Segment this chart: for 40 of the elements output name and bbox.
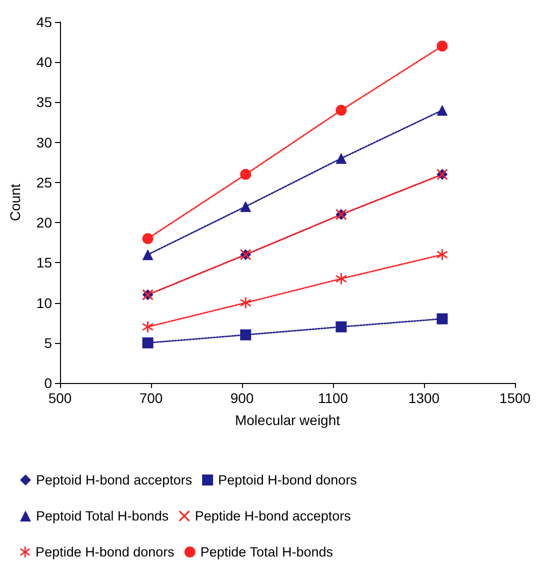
y-tick-label: 45 <box>36 14 52 30</box>
legend-label: Peptoid H-bond donors <box>218 472 358 488</box>
point <box>436 249 448 260</box>
point <box>240 168 252 180</box>
y-tick-label: 0 <box>44 375 52 391</box>
y-tick-label: 30 <box>36 134 52 150</box>
y-tick-label: 40 <box>36 54 52 70</box>
point <box>142 337 154 348</box>
x-tick-label: 500 <box>48 390 72 406</box>
x-tick-label: 1100 <box>318 390 348 406</box>
point <box>336 104 347 116</box>
x-tick-label: 900 <box>230 390 254 406</box>
x-axis-title: Molecular weight <box>234 412 340 428</box>
point <box>142 321 154 332</box>
y-tick-label: 35 <box>36 94 52 110</box>
legend-label: Peptide H-bond acceptors <box>194 508 352 524</box>
y-tick-label: 25 <box>36 174 52 190</box>
y-axis-title: Count <box>7 184 23 222</box>
legend-label: Peptide Total H-bonds <box>200 544 334 560</box>
legend-label: Peptoid Total H-bonds <box>36 508 169 524</box>
point <box>142 249 154 260</box>
x-tick-label: 700 <box>139 390 163 406</box>
y-tick-label: 20 <box>36 214 52 231</box>
point <box>240 201 252 212</box>
x-tick-label: 1300 <box>408 390 440 406</box>
point <box>142 233 154 244</box>
y-tick-label: 5 <box>44 334 52 351</box>
point <box>240 297 252 308</box>
point <box>240 329 252 340</box>
point <box>336 273 347 284</box>
legend-label: Peptide H-bond donors <box>36 544 175 560</box>
x-tick-label: 1500 <box>499 390 531 406</box>
legend-label: Peptoid H-bond acceptors <box>36 472 192 488</box>
y-tick-label: 15 <box>36 254 52 271</box>
point <box>436 313 448 324</box>
y-tick-label: 10 <box>36 294 52 311</box>
point <box>436 104 448 116</box>
point <box>336 152 347 164</box>
point <box>436 40 448 52</box>
point <box>336 321 347 332</box>
